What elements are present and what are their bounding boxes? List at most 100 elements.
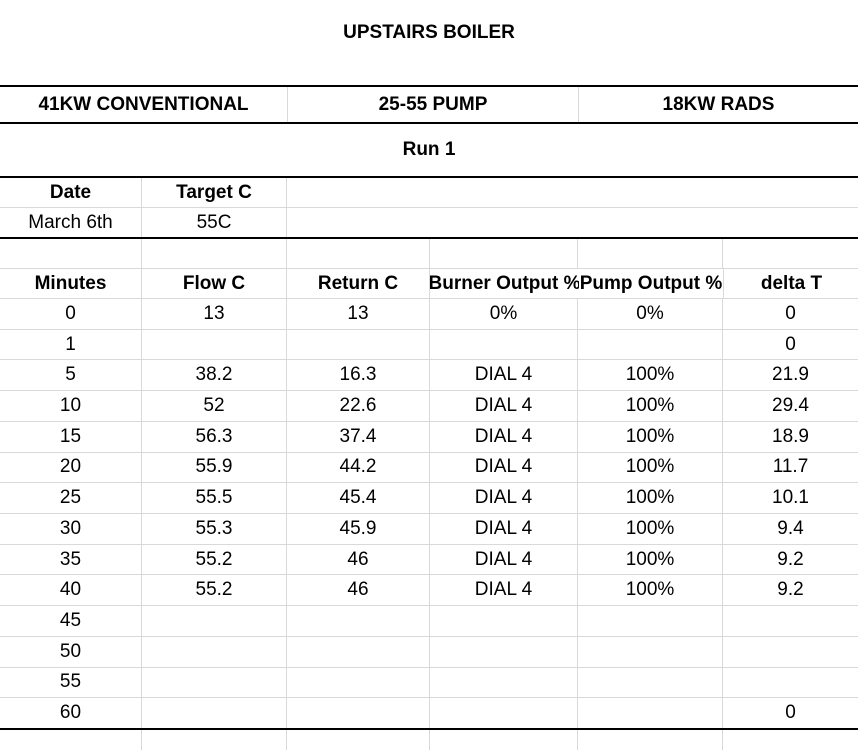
header-flow[interactable]: Flow C: [142, 269, 287, 298]
cell-burner[interactable]: DIAL 4: [430, 544, 578, 575]
cell-return[interactable]: [287, 698, 430, 729]
equipment-cell-boiler[interactable]: 41KW CONVENTIONAL: [38, 93, 249, 115]
cell-burner[interactable]: DIAL 4: [430, 514, 578, 544]
cell-minutes[interactable]: 55: [0, 667, 142, 698]
empty-cell[interactable]: [0, 239, 142, 268]
cell-delta[interactable]: 29.4: [772, 395, 809, 417]
cell-return[interactable]: [287, 329, 430, 360]
cell-minutes[interactable]: 1: [0, 329, 142, 360]
cell-delta[interactable]: 0: [785, 333, 796, 355]
cell-delta[interactable]: 10.1: [772, 487, 809, 509]
empty-cell[interactable]: [142, 730, 287, 750]
cell-flow[interactable]: 52: [142, 391, 287, 421]
cell-minutes[interactable]: 25: [0, 483, 142, 514]
cell-return[interactable]: [287, 667, 430, 698]
equipment-cell-pump[interactable]: 25-55 PUMP: [287, 87, 578, 122]
target-value-cell[interactable]: 55C: [142, 208, 287, 237]
cell-pump[interactable]: 100%: [578, 544, 723, 575]
cell-burner[interactable]: 0%: [430, 299, 578, 329]
cell-return[interactable]: 22.6: [287, 391, 430, 421]
cell-burner[interactable]: DIAL 4: [430, 360, 578, 391]
run-label-band[interactable]: Run 1: [0, 124, 858, 178]
empty-cell[interactable]: [287, 208, 858, 237]
empty-cell[interactable]: [578, 730, 723, 750]
cell-minutes[interactable]: 35: [0, 544, 142, 575]
cell-flow[interactable]: 55.5: [142, 483, 287, 514]
cell-delta[interactable]: 21.9: [772, 364, 809, 386]
empty-cell[interactable]: [287, 730, 430, 750]
cell-burner[interactable]: DIAL 4: [430, 483, 578, 514]
cell-minutes[interactable]: 60: [0, 698, 142, 729]
empty-cell[interactable]: [142, 239, 287, 268]
cell-burner[interactable]: DIAL 4: [430, 421, 578, 452]
cell-pump[interactable]: 100%: [578, 421, 723, 452]
empty-cell[interactable]: [430, 239, 578, 268]
cell-flow[interactable]: [142, 698, 287, 729]
cell-pump[interactable]: [578, 329, 723, 360]
date-value-cell[interactable]: March 6th: [0, 208, 142, 237]
empty-cell[interactable]: [578, 239, 723, 268]
cell-return[interactable]: [287, 606, 430, 636]
header-delta-t[interactable]: delta T: [760, 272, 823, 294]
cell-delta[interactable]: 9.2: [777, 548, 804, 570]
cell-burner[interactable]: DIAL 4: [430, 391, 578, 421]
cell-burner[interactable]: DIAL 4: [430, 452, 578, 483]
cell-burner[interactable]: DIAL 4: [430, 575, 578, 606]
cell-return[interactable]: 45.9: [287, 514, 430, 544]
header-minutes[interactable]: Minutes: [0, 269, 142, 298]
cell-burner[interactable]: [430, 329, 578, 360]
cell-flow[interactable]: [142, 606, 287, 636]
header-return[interactable]: Return C: [287, 269, 430, 298]
cell-minutes[interactable]: 30: [0, 514, 142, 544]
cell-pump[interactable]: [578, 698, 723, 729]
date-header-cell[interactable]: Date: [0, 178, 142, 207]
empty-cell[interactable]: [0, 730, 142, 750]
header-burner-output[interactable]: Burner Output %: [430, 272, 579, 294]
cell-minutes[interactable]: 10: [0, 391, 142, 421]
cell-delta[interactable]: 0: [785, 702, 796, 724]
cell-burner[interactable]: [430, 636, 578, 667]
cell-flow[interactable]: 55.2: [142, 544, 287, 575]
cell-pump[interactable]: 100%: [578, 514, 723, 544]
cell-delta[interactable]: [723, 668, 858, 698]
cell-flow[interactable]: 55.3: [142, 514, 287, 544]
cell-pump[interactable]: 100%: [578, 452, 723, 483]
cell-flow[interactable]: [142, 329, 287, 360]
cell-pump[interactable]: 100%: [578, 391, 723, 421]
cell-burner[interactable]: [430, 698, 578, 729]
cell-return[interactable]: 37.4: [287, 421, 430, 452]
cell-burner[interactable]: [430, 667, 578, 698]
empty-cell[interactable]: [287, 178, 858, 207]
cell-return[interactable]: 46: [287, 575, 430, 606]
cell-return[interactable]: 44.2: [287, 452, 430, 483]
cell-flow[interactable]: 38.2: [142, 360, 287, 391]
cell-minutes[interactable]: 5: [0, 360, 142, 391]
cell-delta[interactable]: 0: [785, 302, 796, 324]
cell-return[interactable]: 45.4: [287, 483, 430, 514]
cell-minutes[interactable]: 0: [0, 299, 142, 329]
cell-return[interactable]: [287, 636, 430, 667]
cell-delta[interactable]: 9.4: [777, 517, 804, 539]
cell-flow[interactable]: [142, 636, 287, 667]
cell-pump[interactable]: [578, 667, 723, 698]
cell-pump[interactable]: 100%: [578, 483, 723, 514]
cell-flow[interactable]: 13: [142, 299, 287, 329]
cell-flow[interactable]: 55.9: [142, 452, 287, 483]
empty-cell[interactable]: [430, 730, 578, 750]
cell-delta[interactable]: [723, 637, 858, 667]
cell-flow[interactable]: 55.2: [142, 575, 287, 606]
cell-minutes[interactable]: 40: [0, 575, 142, 606]
cell-return[interactable]: 16.3: [287, 360, 430, 391]
empty-cell[interactable]: [723, 239, 858, 268]
empty-cell[interactable]: [723, 730, 858, 750]
cell-minutes[interactable]: 20: [0, 452, 142, 483]
cell-pump[interactable]: 100%: [578, 360, 723, 391]
cell-pump[interactable]: [578, 606, 723, 636]
cell-flow[interactable]: [142, 667, 287, 698]
cell-pump[interactable]: 100%: [578, 575, 723, 606]
cell-return[interactable]: 46: [287, 544, 430, 575]
cell-delta[interactable]: 9.2: [777, 579, 804, 601]
cell-flow[interactable]: 56.3: [142, 421, 287, 452]
target-header-cell[interactable]: Target C: [142, 178, 287, 207]
cell-minutes[interactable]: 50: [0, 636, 142, 667]
